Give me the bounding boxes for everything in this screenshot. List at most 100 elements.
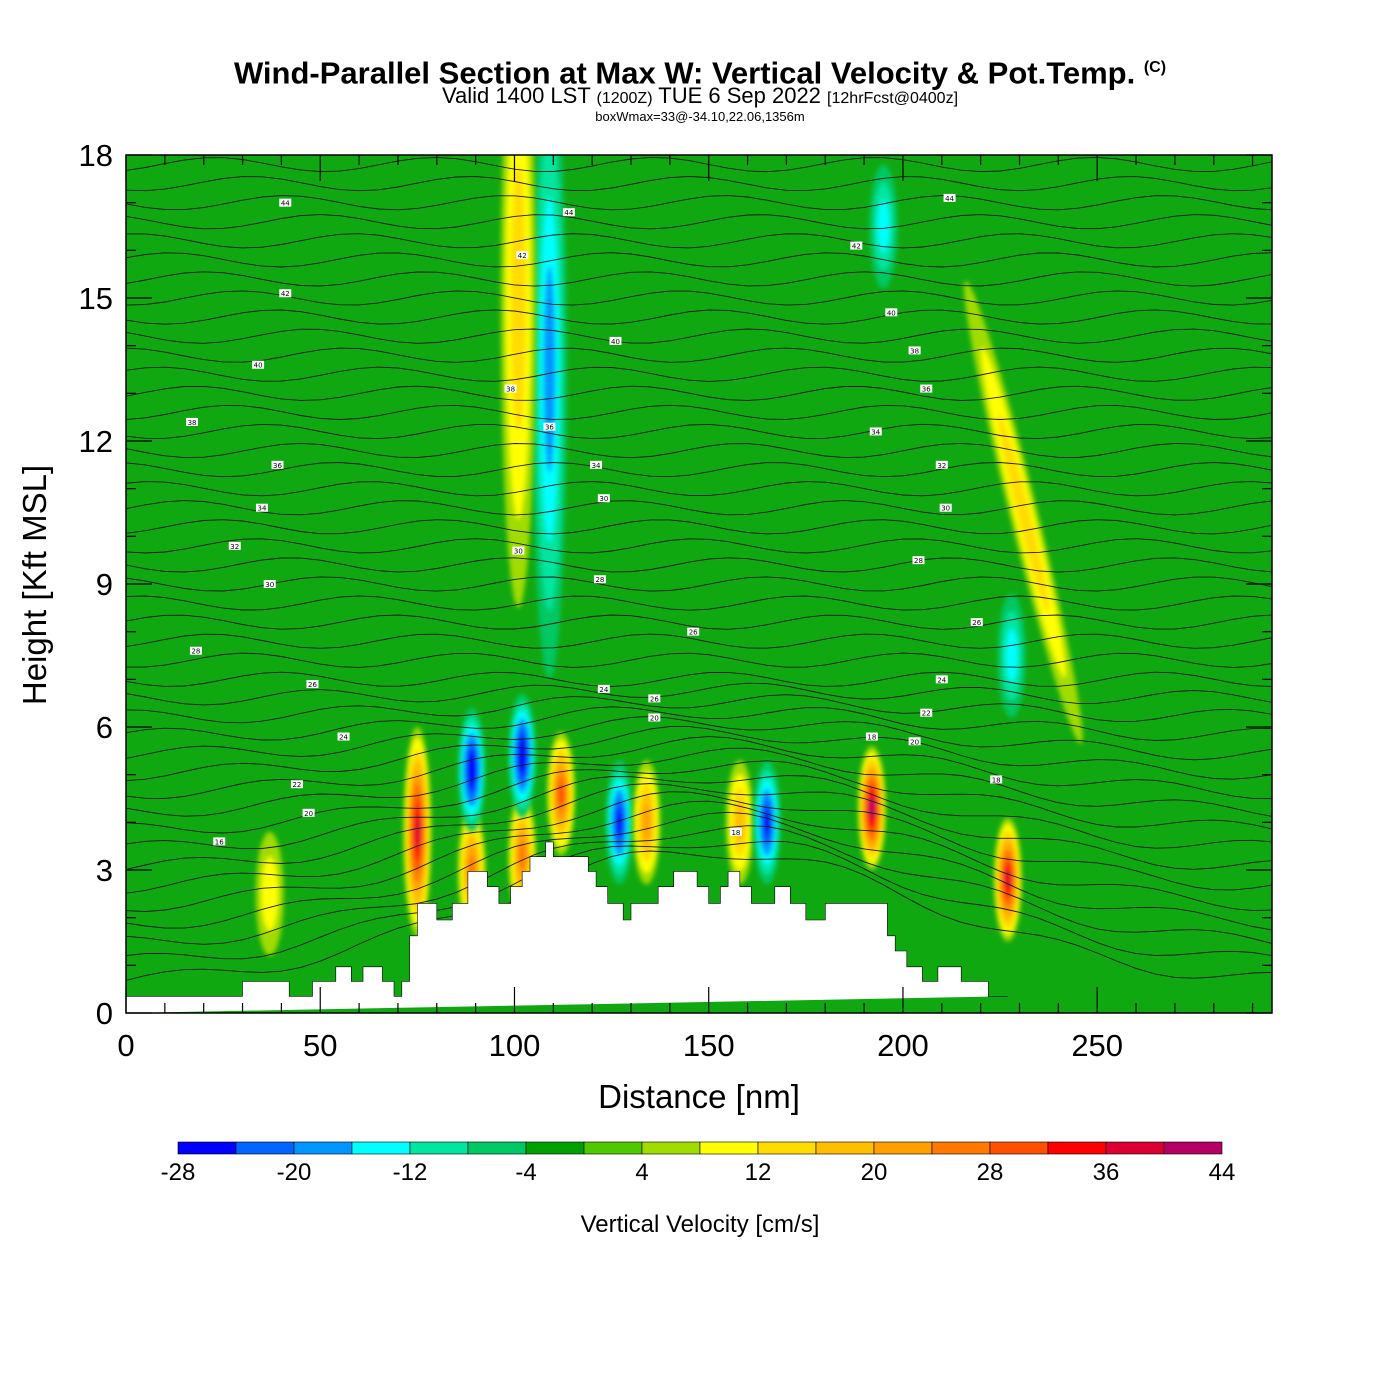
theta-contour-line bbox=[126, 309, 1272, 325]
contour-label: 26 bbox=[648, 694, 661, 703]
colorbar-swatch bbox=[409, 1141, 469, 1155]
w-contour-fill bbox=[642, 805, 651, 840]
colorbar-swatch bbox=[1047, 1141, 1107, 1155]
contour-label: 34 bbox=[869, 427, 882, 436]
svg-text:38: 38 bbox=[910, 347, 919, 355]
colorbar-swatch bbox=[757, 1141, 817, 1155]
y-tick-label: 12 bbox=[79, 424, 113, 459]
theta-contour-line bbox=[126, 747, 1272, 817]
w-contour-fill bbox=[519, 841, 526, 870]
colorbar: -28 -20 -12 -4 4 12 20 28 36 44 bbox=[161, 1141, 1235, 1186]
svg-text:24: 24 bbox=[339, 734, 348, 742]
theta-contour-line bbox=[126, 366, 1272, 382]
colorbar-swatch bbox=[931, 1141, 991, 1155]
contour-label: 18 bbox=[729, 827, 742, 837]
svg-text:20: 20 bbox=[910, 738, 919, 746]
w-contour-fill bbox=[616, 808, 623, 837]
svg-text:38: 38 bbox=[506, 386, 515, 394]
contour-label: 34 bbox=[590, 460, 603, 470]
title-block: Wind-Parallel Section at Max W: Vertical… bbox=[0, 50, 1400, 124]
w-contour-fill bbox=[1004, 869, 1011, 890]
theta-contour-line bbox=[126, 404, 1272, 420]
colorbar-tick-label: 4 bbox=[635, 1159, 648, 1186]
w-contour-fill bbox=[519, 743, 526, 768]
x-tick-label: 50 bbox=[303, 1028, 337, 1063]
colorbar-swatch bbox=[177, 1141, 237, 1155]
terrain-profile bbox=[126, 841, 1008, 1013]
svg-text:20: 20 bbox=[650, 714, 659, 722]
y-axis-label: Height [Kft MSL] bbox=[16, 465, 53, 705]
colorbar-swatch bbox=[583, 1141, 643, 1155]
contour-label: 34 bbox=[255, 503, 268, 513]
theta-contour-line bbox=[126, 538, 1272, 554]
svg-text:24: 24 bbox=[599, 686, 608, 694]
theta-contour-line bbox=[126, 290, 1272, 306]
svg-text:26: 26 bbox=[308, 681, 317, 689]
forecast-info: [12hrFcst@0400z] bbox=[827, 90, 959, 108]
colorbar-swatch bbox=[873, 1141, 933, 1155]
w-contour-fill bbox=[510, 165, 526, 431]
svg-text:40: 40 bbox=[611, 338, 620, 346]
y-tick-label: 18 bbox=[79, 138, 113, 173]
contour-label: 24 bbox=[337, 732, 350, 742]
theta-contour-line bbox=[126, 481, 1272, 497]
x-tick-label: 200 bbox=[877, 1028, 929, 1063]
w-cell bbox=[500, 155, 536, 608]
svg-text:26: 26 bbox=[650, 695, 659, 703]
contour-label: 30 bbox=[939, 503, 952, 513]
colorbar-tick-label: 36 bbox=[1093, 1159, 1120, 1186]
contour-label: 18 bbox=[990, 775, 1003, 784]
svg-text:34: 34 bbox=[592, 462, 601, 470]
svg-text:28: 28 bbox=[191, 648, 200, 656]
colorbar-tick-label: -4 bbox=[515, 1159, 536, 1186]
w-cell bbox=[752, 760, 781, 885]
contour-label: 28 bbox=[593, 575, 606, 584]
x-tick-label: 100 bbox=[489, 1028, 541, 1063]
w-cell bbox=[993, 817, 1022, 942]
y-tick-label: 0 bbox=[96, 996, 113, 1031]
svg-text:42: 42 bbox=[852, 243, 861, 251]
theta-contour-line bbox=[126, 736, 1272, 799]
theta-contour-line bbox=[126, 800, 1272, 912]
contour-label: 44 bbox=[279, 198, 292, 208]
contour-labels: 16 20 22 24 26 28 30 32 34 36 38 40 42 44 18 18 18 20 20 22… bbox=[186, 193, 1003, 846]
contour-label: 20 bbox=[302, 808, 315, 818]
colorbar-tick-label: -28 bbox=[161, 1159, 196, 1186]
svg-text:18: 18 bbox=[867, 734, 876, 742]
w-cell bbox=[255, 831, 284, 956]
colorbar-swatch bbox=[1163, 1141, 1223, 1155]
theta-contour-line bbox=[126, 811, 1272, 931]
w-contour-fill bbox=[997, 413, 1049, 612]
utc-time: (1200Z) bbox=[596, 90, 653, 108]
potential-temperature-contours bbox=[126, 156, 1272, 981]
colorbar-tick-label: -20 bbox=[277, 1159, 312, 1186]
w-cell bbox=[964, 281, 1083, 744]
theta-contour-line bbox=[126, 233, 1272, 249]
w-cell bbox=[531, 155, 567, 680]
w-cell bbox=[508, 693, 537, 818]
svg-text:30: 30 bbox=[514, 548, 523, 556]
title-text: Wind-Parallel Section at Max W: Vertical… bbox=[233, 55, 1136, 91]
svg-text:42: 42 bbox=[281, 290, 290, 298]
svg-text:30: 30 bbox=[265, 581, 274, 589]
contour-label: 22 bbox=[920, 708, 933, 718]
w-cell bbox=[605, 760, 634, 885]
w-cell bbox=[632, 760, 661, 885]
contour-label: 38 bbox=[504, 384, 517, 394]
svg-text:44: 44 bbox=[945, 195, 954, 203]
colorbar-tick-label: 12 bbox=[745, 1159, 772, 1186]
svg-text:22: 22 bbox=[922, 710, 931, 718]
contour-label: 30 bbox=[263, 580, 276, 589]
svg-text:24: 24 bbox=[937, 676, 946, 684]
svg-text:34: 34 bbox=[258, 505, 267, 513]
w-cell bbox=[457, 707, 486, 832]
contour-label: 22 bbox=[290, 780, 303, 789]
w-cell bbox=[869, 164, 898, 289]
contour-label: 32 bbox=[935, 460, 948, 470]
y-tick-label: 3 bbox=[96, 853, 113, 888]
contour-label: 36 bbox=[543, 422, 556, 432]
theta-contour-line bbox=[126, 519, 1272, 535]
theta-contour-line bbox=[126, 214, 1272, 230]
svg-text:44: 44 bbox=[281, 200, 290, 208]
